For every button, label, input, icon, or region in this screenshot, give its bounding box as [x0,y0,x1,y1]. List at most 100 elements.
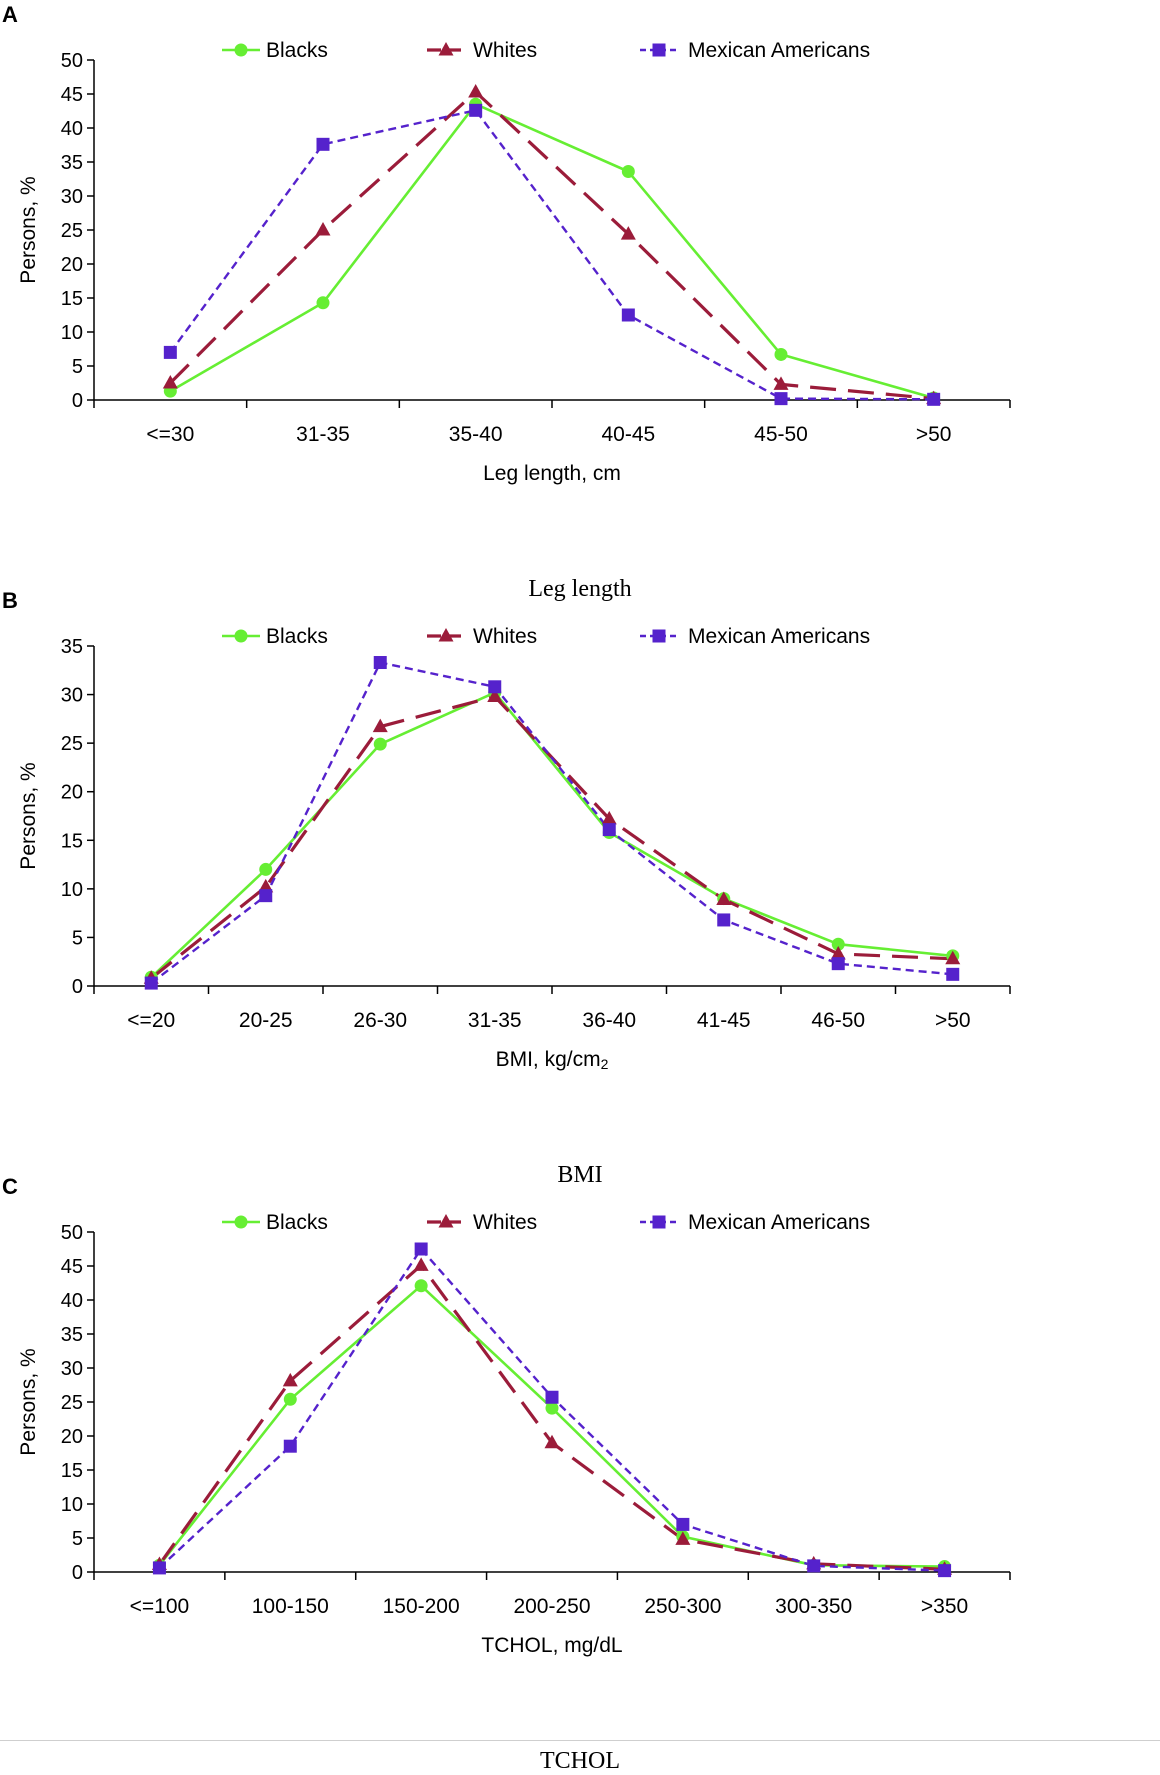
y-tick-label: 10 [61,1494,83,1516]
data-point-whites [601,810,617,825]
data-point-mexican [316,137,330,151]
data-point-whites [716,891,732,906]
data-point-mexican [144,976,158,990]
line-chart-bmi: 0 5 10 15 20 25 30 35 <=20 20-25 26-30 31-35 36-40 41… [17,625,1011,1072]
x-tick-label: 31-35 [468,1009,522,1032]
data-point-whites [773,376,789,390]
data-point-blacks [774,347,788,361]
legend-label-blacks: Blacks [266,39,328,62]
y-tick-label: 30 [61,1358,83,1380]
legend-marker-blacks [234,43,248,57]
x-tick-label: <=20 [127,1009,175,1032]
legend-label-blacks: Blacks [266,625,328,648]
data-point-blacks [831,937,845,951]
legend-label-mexican: Mexican Americans [688,1211,870,1234]
series-line-blacks [150,691,953,979]
data-point-mexican [414,1242,428,1256]
data-point-whites [258,878,274,893]
figure-caption: Leg length [528,576,632,602]
figure-caption: TCHOL [540,1748,620,1774]
y-tick-label: 50 [61,1222,83,1244]
y-tick-label: 40 [61,1290,83,1312]
data-point-whites [372,718,388,733]
data-point-mexican [927,392,941,406]
data-point-mexican [373,656,387,670]
y-tick-label: 35 [61,636,83,658]
series-line-blacks [169,102,935,400]
data-point-mexican [163,345,177,359]
data-point-mexican [774,392,788,406]
data-point-mexican [946,967,960,981]
x-axis-title: TCHOL, mg/dL [481,1634,622,1657]
panel-letter: C [2,1174,18,1199]
x-axis-title: Leg length, cm [483,462,621,485]
y-tick-label: 35 [61,1324,83,1346]
x-tick-label: 46-50 [811,1009,865,1032]
series-line-blacks [158,1284,945,1568]
y-tick-label: 20 [61,782,83,804]
x-tick-label: 31-35 [296,423,350,446]
y-tick-label: 5 [72,1528,83,1550]
data-point-blacks [621,165,635,179]
data-point-mexican [676,1517,690,1531]
legend-marker-mexican [652,629,666,643]
data-point-blacks [545,1401,559,1415]
chart-panel-b: B 0 5 10 15 20 25 30 35 <=20 20-25 26-30 31-35 36-40… [0,586,1160,1188]
data-point-whites [315,222,331,236]
data-point-whites [675,1531,691,1545]
series-line-mexican [150,661,953,985]
data-point-blacks [373,737,387,751]
line-chart-leg-length: 0 5 10 15 20 25 30 35 40 45 50 <=30 31-35 35-40 40-45 4… [17,39,1011,485]
x-tick-label: 150-200 [383,1595,460,1618]
data-point-mexican [938,1564,952,1578]
y-tick-label: 15 [61,1460,83,1482]
data-point-mexican [621,308,635,322]
bottom-divider [0,1740,1160,1741]
y-tick-label: 10 [61,879,83,901]
data-point-whites [945,950,961,965]
x-tick-label: 45-50 [754,423,808,446]
chart-panel-a: A 0 5 10 15 20 25 30 35 40 45 50 <=30 31-35 35-40 40-4… [0,0,1160,602]
legend-marker-whites [438,1214,454,1228]
y-tick-label: 10 [61,322,83,344]
legend-label-mexican: Mexican Americans [688,39,870,62]
legend-label-whites: Whites [473,39,537,62]
data-point-blacks [414,1279,428,1293]
legend-marker-mexican [652,1215,666,1229]
legend-marker-whites [438,628,454,642]
data-point-mexican [831,957,845,971]
legend-marker-whites [438,42,454,56]
x-tick-label: 36-40 [582,1009,636,1032]
data-point-mexican [469,103,483,117]
panel-letter: A [2,2,18,27]
y-axis-title: Persons, % [17,176,40,283]
chart-panel-c: C 0 5 10 15 20 25 30 35 40 45 50 <=100 100-150 150-20… [0,1172,1160,1774]
y-tick-label: 25 [61,733,83,755]
data-point-mexican [807,1559,821,1573]
figure-caption: BMI [557,1162,603,1188]
y-tick-label: 15 [61,288,83,310]
data-point-mexican [259,889,273,903]
data-point-whites [282,1372,298,1387]
legend-label-blacks: Blacks [266,1211,328,1234]
x-tick-label: >50 [935,1009,971,1032]
series-line-whites [150,694,953,980]
data-point-mexican [545,1390,559,1404]
y-axis-title: Persons, % [17,1348,40,1455]
y-tick-label: 45 [61,84,83,106]
y-tick-label: 0 [72,1562,83,1584]
x-tick-label: 300-350 [775,1595,852,1618]
y-tick-label: 5 [72,927,83,949]
data-point-mexican [283,1439,297,1453]
legend-label-whites: Whites [473,1211,537,1234]
y-tick-label: 20 [61,1426,83,1448]
x-tick-label: 26-30 [353,1009,407,1032]
x-tick-label: 250-300 [644,1595,721,1618]
y-tick-label: 30 [61,685,83,707]
legend-marker-mexican [652,43,666,57]
data-point-whites [544,1434,560,1449]
x-tick-label: 100-150 [252,1595,329,1618]
data-point-mexican [152,1561,166,1575]
legend-label-mexican: Mexican Americans [688,625,870,648]
x-axis-title: BMI, kg/cm2 [496,1048,609,1072]
